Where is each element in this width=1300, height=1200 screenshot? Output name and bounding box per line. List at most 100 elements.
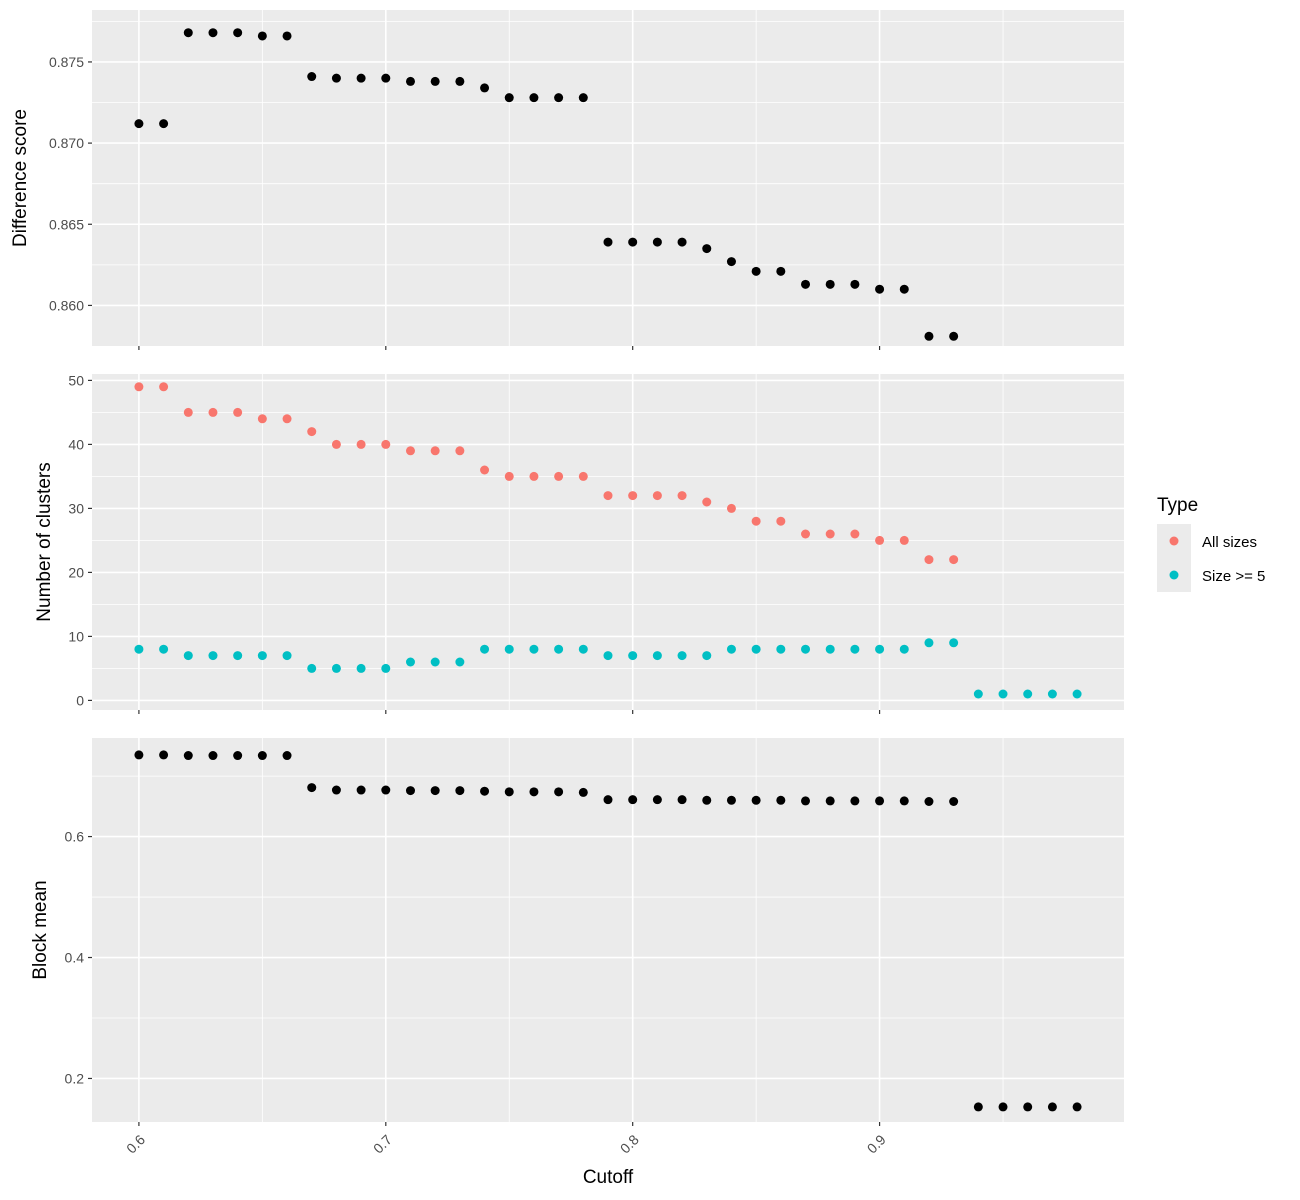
- point-size-5: [529, 644, 539, 654]
- data-point: [331, 785, 341, 795]
- data-point: [554, 787, 564, 797]
- point-size-5: [480, 644, 490, 654]
- point-all-sizes: [628, 491, 638, 501]
- data-point: [702, 795, 712, 805]
- data-point: [825, 796, 835, 806]
- data-point: [603, 795, 613, 805]
- point-size-5: [998, 689, 1008, 699]
- point-all-sizes: [405, 446, 415, 456]
- data-point: [183, 751, 193, 761]
- data-point: [702, 244, 712, 254]
- data-point: [134, 119, 144, 129]
- data-point: [825, 279, 835, 289]
- data-point: [480, 786, 490, 796]
- data-point: [381, 785, 391, 795]
- data-point: [726, 795, 736, 805]
- point-all-sizes: [233, 407, 243, 417]
- point-size-5: [801, 644, 811, 654]
- y-tick-label: 20: [68, 564, 84, 580]
- data-point: [949, 796, 959, 806]
- point-size-5: [233, 651, 243, 661]
- data-point: [405, 76, 415, 86]
- legend-title: Type: [1157, 495, 1198, 516]
- y-axis-title-difference-score: Difference score: [10, 109, 31, 247]
- data-point: [257, 751, 267, 761]
- point-size-5: [949, 638, 959, 648]
- point-size-5: [702, 651, 712, 661]
- y-axis-title-number-of-clusters: Number of clusters: [34, 462, 55, 621]
- legend-key-all-sizes: [1169, 536, 1179, 546]
- point-size-5: [331, 663, 341, 673]
- data-point: [652, 237, 662, 247]
- y-tick-label: 0.6: [65, 829, 85, 845]
- point-all-sizes: [331, 439, 341, 449]
- point-size-5: [134, 644, 144, 654]
- point-size-5: [257, 651, 267, 661]
- y-tick-label: 0.4: [65, 950, 85, 966]
- data-point: [159, 750, 169, 760]
- data-point: [504, 93, 514, 103]
- point-size-5: [159, 644, 169, 654]
- point-all-sizes: [899, 535, 909, 545]
- data-point: [924, 796, 934, 806]
- data-point: [677, 795, 687, 805]
- point-size-5: [1072, 689, 1082, 699]
- data-point: [603, 237, 613, 247]
- y-tick-label: 0.2: [65, 1070, 85, 1086]
- data-point: [899, 796, 909, 806]
- panel-difference-score: [92, 10, 1124, 346]
- data-point: [331, 73, 341, 83]
- data-point: [233, 751, 243, 761]
- y-tick-label: 30: [68, 500, 84, 516]
- point-all-sizes: [652, 491, 662, 501]
- legend-label-size-5: Size >= 5: [1202, 568, 1265, 585]
- x-tick-label: 0.8: [617, 1131, 642, 1156]
- point-all-sizes: [282, 414, 292, 424]
- point-size-5: [554, 644, 564, 654]
- point-all-sizes: [825, 529, 835, 539]
- point-all-sizes: [159, 382, 169, 392]
- data-point: [455, 786, 465, 796]
- point-size-5: [504, 644, 514, 654]
- point-size-5: [726, 644, 736, 654]
- point-all-sizes: [183, 407, 193, 417]
- y-tick-label: 50: [68, 372, 84, 388]
- point-all-sizes: [578, 471, 588, 481]
- point-size-5: [183, 651, 193, 661]
- point-size-5: [899, 644, 909, 654]
- point-size-5: [282, 651, 292, 661]
- point-all-sizes: [208, 407, 218, 417]
- data-point: [159, 119, 169, 129]
- data-point: [208, 751, 218, 761]
- point-size-5: [924, 638, 934, 648]
- point-all-sizes: [134, 382, 144, 392]
- data-point: [578, 787, 588, 797]
- data-point: [677, 237, 687, 247]
- y-tick-label: 0.870: [49, 135, 84, 151]
- data-point: [1023, 1102, 1033, 1112]
- point-all-sizes: [381, 439, 391, 449]
- point-size-5: [973, 689, 983, 699]
- y-tick-label: 0.865: [49, 216, 84, 232]
- data-point: [134, 750, 144, 760]
- data-point: [381, 73, 391, 83]
- point-size-5: [850, 644, 860, 654]
- legend-label-all-sizes: All sizes: [1202, 534, 1257, 551]
- data-point: [801, 279, 811, 289]
- data-point: [998, 1102, 1008, 1112]
- data-point: [924, 331, 934, 341]
- point-size-5: [405, 657, 415, 667]
- point-size-5: [603, 651, 613, 661]
- data-point: [1072, 1102, 1082, 1112]
- data-point: [776, 795, 786, 805]
- x-axis-title: Cutoff: [583, 1167, 634, 1188]
- point-size-5: [652, 651, 662, 661]
- data-point: [183, 28, 193, 38]
- point-size-5: [578, 644, 588, 654]
- point-size-5: [875, 644, 885, 654]
- point-all-sizes: [726, 503, 736, 513]
- data-point: [455, 76, 465, 86]
- point-size-5: [751, 644, 761, 654]
- point-all-sizes: [677, 491, 687, 501]
- point-size-5: [455, 657, 465, 667]
